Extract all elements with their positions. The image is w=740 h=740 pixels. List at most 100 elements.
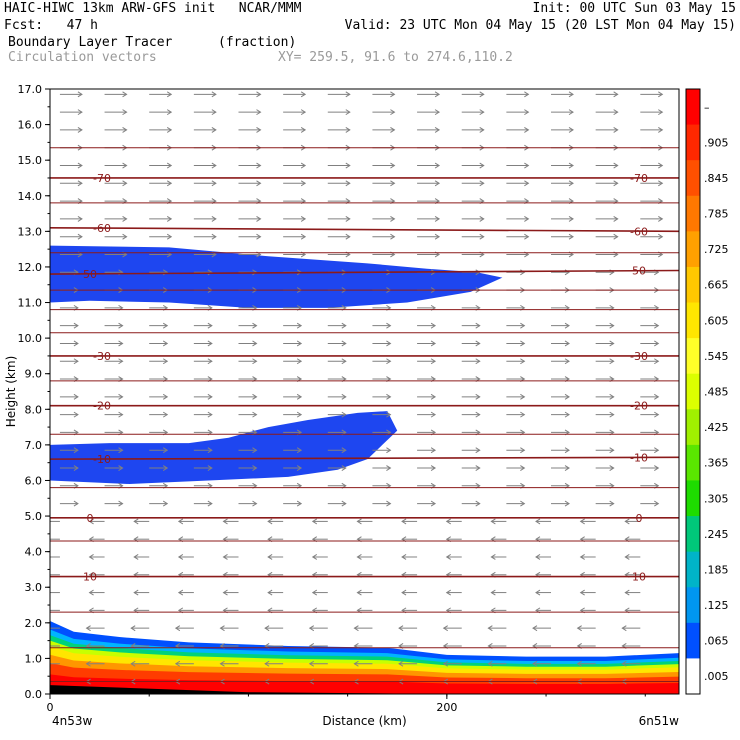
wind-vector-head <box>621 625 627 632</box>
wind-vector <box>238 358 258 365</box>
wind-vector-head <box>386 500 392 507</box>
wind-vector <box>506 215 530 222</box>
wind-vector-head <box>77 162 83 169</box>
wind-vector <box>353 625 373 632</box>
wind-vector <box>551 340 570 347</box>
colorbar-swatch <box>686 516 700 553</box>
wind-vector <box>238 340 258 347</box>
wind-vector-head <box>162 500 169 507</box>
wind-vector <box>59 447 79 454</box>
wind-vector-head <box>353 625 359 632</box>
wind-vector <box>267 518 284 525</box>
wind-vector <box>372 358 392 365</box>
wind-vector-head <box>252 358 258 365</box>
wind-vector-head <box>386 393 392 400</box>
wind-vector <box>445 554 462 560</box>
wind-vector <box>104 358 124 365</box>
wind-vector-head <box>256 109 262 116</box>
field-units: (fraction) <box>218 35 297 50</box>
wind-vector-head <box>219 625 225 632</box>
wind-vector <box>579 554 596 560</box>
wind-vector-head <box>77 180 83 187</box>
wind-vector-head <box>356 589 362 596</box>
wind-vector-head <box>654 358 660 365</box>
wind-vector <box>193 91 217 98</box>
wind-vector-head <box>535 554 541 560</box>
wind-vector <box>88 554 105 560</box>
wind-vector <box>417 322 437 329</box>
wind-vector-head <box>479 91 485 98</box>
wind-vector <box>104 215 128 222</box>
y-tick-label: 4.0 <box>25 546 43 559</box>
wind-vector-head <box>479 180 485 187</box>
wind-vector-head <box>256 215 262 222</box>
wind-vector-head <box>267 518 273 525</box>
wind-vector-head <box>609 322 615 329</box>
wind-vector-head <box>222 554 228 560</box>
wind-vector-head <box>490 554 496 560</box>
wind-vector-head <box>311 518 318 525</box>
wind-vector <box>59 127 83 133</box>
wind-vector <box>193 411 213 418</box>
wind-vector-head <box>252 393 258 400</box>
wind-vector <box>149 215 173 222</box>
wind-vector <box>372 127 396 133</box>
colorbar-swatch <box>686 587 700 624</box>
wind-vector <box>401 554 418 560</box>
colorbar-label: .905 <box>704 136 729 149</box>
wind-vector <box>398 625 418 632</box>
wind-vector-head <box>564 358 570 365</box>
wind-vector <box>283 162 307 169</box>
wind-vector-head <box>252 465 258 471</box>
wind-vector-head <box>613 215 619 222</box>
wind-vector-head <box>475 447 481 454</box>
wind-vector-head <box>445 589 451 596</box>
wind-vector-head <box>308 660 315 667</box>
wind-vector <box>640 500 660 507</box>
wind-vector <box>238 447 258 454</box>
wind-vector-head <box>118 340 124 347</box>
wind-vector <box>487 660 507 667</box>
wind-vector <box>535 518 552 525</box>
wind-vector <box>487 625 507 632</box>
wind-vector-head <box>654 465 660 471</box>
contour-label: -70 <box>93 172 111 185</box>
wind-vector <box>149 322 169 329</box>
wind-vector-head <box>296 358 303 365</box>
wind-vector <box>104 465 124 471</box>
wind-vector <box>372 500 392 507</box>
wind-vector-head <box>434 180 441 187</box>
wind-vector-head <box>434 162 441 169</box>
wind-vector <box>595 180 619 187</box>
wind-vector <box>506 269 526 276</box>
wind-vector-head <box>579 589 585 596</box>
wind-vector <box>174 660 194 667</box>
wind-vector-head <box>300 215 307 222</box>
wind-vector-head <box>130 625 136 632</box>
wind-vector <box>506 411 526 418</box>
wind-vector-head <box>654 411 660 418</box>
wind-vector <box>50 574 60 576</box>
wind-vector <box>327 393 347 400</box>
wind-vector-head <box>568 215 574 222</box>
wind-vector-head <box>162 340 169 347</box>
wind-vector <box>595 447 615 454</box>
wind-vector-head <box>624 518 630 525</box>
wind-vector-head <box>252 411 258 418</box>
wind-vector <box>532 660 552 667</box>
wind-vector-head <box>162 393 169 400</box>
wind-vector <box>506 109 530 116</box>
y-axis-label: Height (km) <box>4 356 18 427</box>
wind-vector-head <box>162 322 169 329</box>
wind-vector-head <box>520 465 526 471</box>
wind-vector <box>506 393 526 400</box>
wind-vector <box>461 127 485 133</box>
wind-vector-head <box>430 322 437 329</box>
wind-vector-head <box>133 518 139 525</box>
y-tick-label: 17.0 <box>18 83 43 96</box>
wind-vector-head <box>122 215 128 222</box>
wind-vector-head <box>162 465 169 471</box>
wind-vector <box>50 538 60 540</box>
wind-vector-head <box>579 518 585 525</box>
wind-vector <box>59 109 83 116</box>
